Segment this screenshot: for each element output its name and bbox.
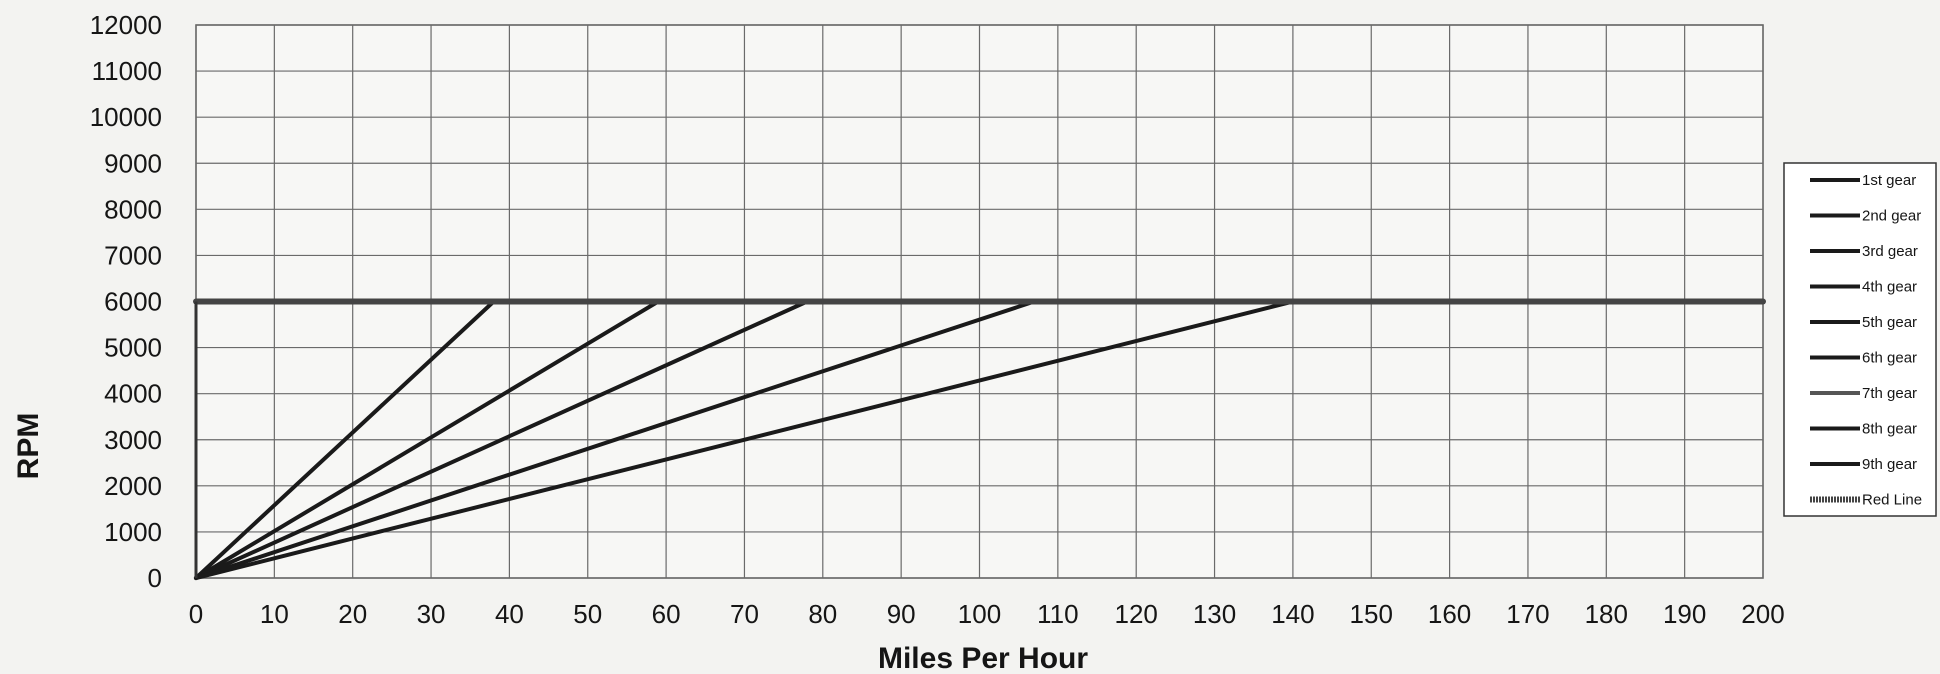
- x-tick-label: 150: [1350, 599, 1393, 629]
- x-tick-label: 190: [1663, 599, 1706, 629]
- x-tick-label: 160: [1428, 599, 1471, 629]
- y-tick-label: 0: [148, 563, 162, 593]
- y-axis-title: RPM: [12, 413, 45, 480]
- x-tick-label: 110: [1037, 599, 1078, 629]
- series-line-3: [194, 299, 810, 580]
- legend: 1st gear 2nd gear 3rd gear 4th gear 5th gear…: [1783, 162, 1937, 517]
- x-tick-label: 20: [338, 599, 367, 629]
- y-tick-label: 4000: [104, 379, 162, 409]
- x-tick-label: 170: [1506, 599, 1549, 629]
- series-line-1: [194, 299, 496, 580]
- y-tick-label: 10000: [90, 102, 162, 132]
- legend-label: 4th gear: [1862, 279, 1917, 296]
- x-tick-label: 40: [495, 599, 524, 629]
- x-tick-label: 10: [260, 599, 289, 629]
- y-tick-label: 3000: [104, 425, 162, 455]
- y-tick-labels: 0 1000 2000 3000 4000 5000 6000 7000 8000 9000 100…: [90, 10, 162, 593]
- legend-box: [1783, 162, 1937, 517]
- legend-label: 7th gear: [1862, 385, 1917, 402]
- series-line-2: [194, 299, 661, 580]
- x-tick-label: 80: [808, 599, 837, 629]
- legend-label: 5th gear: [1862, 314, 1917, 331]
- y-tick-label: 2000: [104, 471, 162, 501]
- y-tick-label: 6000: [104, 287, 162, 317]
- y-tick-label: 5000: [104, 333, 162, 363]
- x-tick-label: 100: [958, 599, 1001, 629]
- series-layer: [193, 298, 1766, 580]
- x-tick-label: 90: [887, 599, 916, 629]
- legend-label: 9th gear: [1862, 456, 1917, 473]
- y-tick-label: 11000: [92, 56, 162, 86]
- x-tick-label: 70: [730, 599, 759, 629]
- x-tick-label: 120: [1115, 599, 1158, 629]
- legend-label: 6th gear: [1862, 350, 1917, 367]
- x-tick-label: 200: [1741, 599, 1784, 629]
- x-tick-label: 60: [652, 599, 681, 629]
- x-tick-label: 140: [1271, 599, 1314, 629]
- legend-label: 2nd gear: [1862, 208, 1921, 225]
- x-tick-label: 30: [417, 599, 446, 629]
- y-tick-label: 1000: [104, 517, 162, 547]
- legend-label: Red Line: [1862, 492, 1922, 509]
- y-tick-label: 8000: [104, 194, 162, 224]
- x-axis-title: Miles Per Hour: [878, 642, 1088, 674]
- legend-label: 1st gear: [1862, 172, 1916, 189]
- x-tick-labels: 0 10 20 30 40 50 60 70 80 90 100 110 120 130 140 150 160…: [189, 599, 1785, 629]
- series-line-5: [194, 299, 1295, 580]
- series-line-4: [194, 299, 1037, 580]
- y-tick-label: 9000: [104, 148, 162, 178]
- legend-label: 3rd gear: [1862, 243, 1918, 260]
- y-tick-label: 7000: [104, 240, 162, 270]
- x-tick-label: 50: [573, 599, 602, 629]
- x-tick-label: 180: [1585, 599, 1628, 629]
- legend-label: 8th gear: [1862, 421, 1917, 438]
- x-tick-label: 0: [189, 599, 203, 629]
- y-tick-label: 12000: [90, 10, 162, 40]
- x-tick-label: 130: [1193, 599, 1236, 629]
